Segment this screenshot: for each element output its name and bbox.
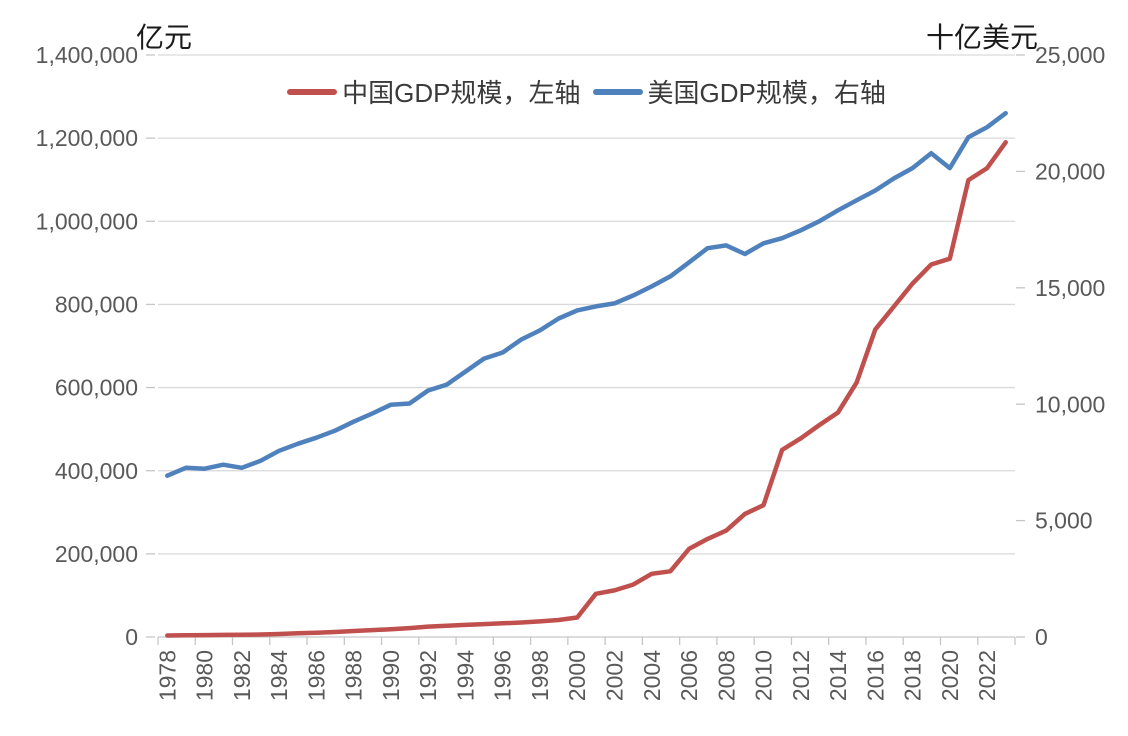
- svg-text:1998: 1998: [527, 650, 553, 701]
- svg-text:0: 0: [125, 624, 138, 650]
- svg-text:800,000: 800,000: [55, 291, 138, 317]
- svg-text:0: 0: [1035, 624, 1048, 650]
- right-axis-unit-label: 十亿美元: [925, 21, 1038, 54]
- svg-text:1988: 1988: [341, 650, 367, 701]
- svg-text:15,000: 15,000: [1035, 275, 1105, 301]
- svg-text:1990: 1990: [378, 650, 404, 701]
- svg-text:1994: 1994: [452, 650, 478, 701]
- svg-text:2016: 2016: [862, 650, 888, 701]
- china-line-swatch: [287, 88, 338, 95]
- svg-text:2008: 2008: [713, 650, 739, 701]
- svg-text:2004: 2004: [639, 650, 665, 701]
- legend-item-china-gdp: 中国GDP规模，左轴: [287, 73, 581, 110]
- svg-text:1,200,000: 1,200,000: [36, 125, 138, 151]
- us-line-swatch: [592, 88, 643, 95]
- legend-label-us: 美国GDP规模，右轴: [647, 78, 886, 108]
- svg-text:1982: 1982: [229, 650, 255, 701]
- svg-text:600,000: 600,000: [55, 375, 138, 401]
- svg-text:2006: 2006: [676, 650, 702, 701]
- svg-text:2020: 2020: [937, 650, 963, 701]
- svg-text:1978: 1978: [154, 650, 180, 701]
- svg-text:1992: 1992: [415, 650, 441, 701]
- svg-text:10,000: 10,000: [1035, 391, 1105, 417]
- svg-text:1984: 1984: [266, 650, 292, 701]
- svg-text:1986: 1986: [303, 650, 329, 701]
- svg-text:2012: 2012: [788, 650, 814, 701]
- svg-text:2014: 2014: [825, 650, 851, 701]
- svg-text:1980: 1980: [192, 650, 218, 701]
- svg-text:1,400,000: 1,400,000: [36, 42, 138, 68]
- svg-text:2002: 2002: [601, 650, 627, 701]
- svg-text:2018: 2018: [900, 650, 926, 701]
- svg-text:25,000: 25,000: [1035, 42, 1105, 68]
- svg-text:200,000: 200,000: [55, 541, 138, 567]
- svg-text:2010: 2010: [751, 650, 777, 701]
- svg-text:2000: 2000: [564, 650, 590, 701]
- svg-text:400,000: 400,000: [55, 458, 138, 484]
- svg-text:5,000: 5,000: [1035, 508, 1093, 534]
- left-axis-unit-label: 亿元: [136, 21, 193, 54]
- legend-label-china: 中国GDP规模，左轴: [342, 78, 581, 108]
- legend-item-us-gdp: 美国GDP规模，右轴: [592, 73, 886, 110]
- svg-text:20,000: 20,000: [1035, 158, 1105, 184]
- svg-text:1,000,000: 1,000,000: [36, 208, 138, 234]
- svg-text:2022: 2022: [974, 650, 1000, 701]
- svg-text:1996: 1996: [490, 650, 516, 701]
- legend: 中国GDP规模，左轴 美国GDP规模，右轴: [158, 73, 1015, 110]
